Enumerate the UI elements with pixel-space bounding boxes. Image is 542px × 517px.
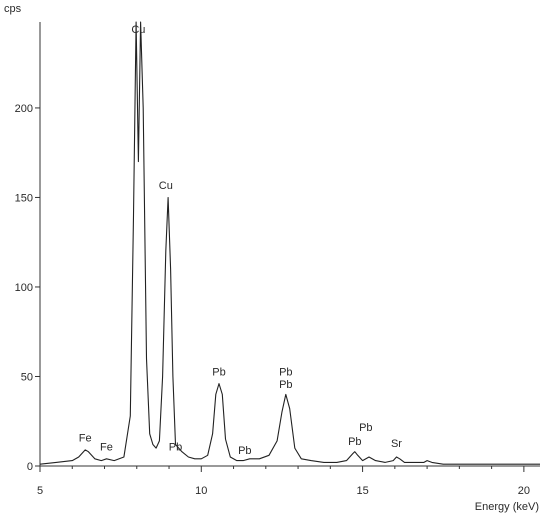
x-tick-label: 10 — [195, 485, 207, 497]
peak-label-fe: Fe — [100, 441, 113, 453]
y-tick-label: 50 — [21, 371, 33, 383]
peak-label-fe: Fe — [79, 433, 92, 445]
x-tick-label: 5 — [37, 485, 43, 497]
y-tick-label: 150 — [15, 192, 33, 204]
peak-label-pb: Pb — [279, 366, 292, 378]
peak-label-pb: Pb — [238, 445, 251, 457]
y-tick-label: 200 — [15, 103, 33, 115]
y-axis-ticks: 0 50 100 150 200 — [15, 103, 40, 473]
peak-label-pb: Pb — [359, 422, 372, 434]
peak-label-cu: Cu — [159, 180, 173, 192]
y-tick-label: 0 — [27, 461, 33, 473]
x-tick-label: 15 — [356, 485, 368, 497]
y-axis-label: cps — [4, 3, 22, 15]
peak-label-sr: Sr — [391, 438, 402, 450]
peak-label-pb: Pb — [212, 366, 225, 378]
x-tick-label: 20 — [518, 485, 530, 497]
peak-label-pb: Pb — [348, 436, 361, 448]
x-axis-ticks: 5 10 15 20 — [37, 466, 530, 497]
peak-label-pb: Pb — [169, 441, 182, 453]
peak-label-cu: Cu — [131, 24, 145, 36]
peak-label-pb: Pb — [279, 379, 292, 391]
spectrum-line — [39, 21, 540, 465]
x-axis-label: Energy (keV) — [475, 501, 539, 513]
y-tick-label: 100 — [15, 282, 33, 294]
